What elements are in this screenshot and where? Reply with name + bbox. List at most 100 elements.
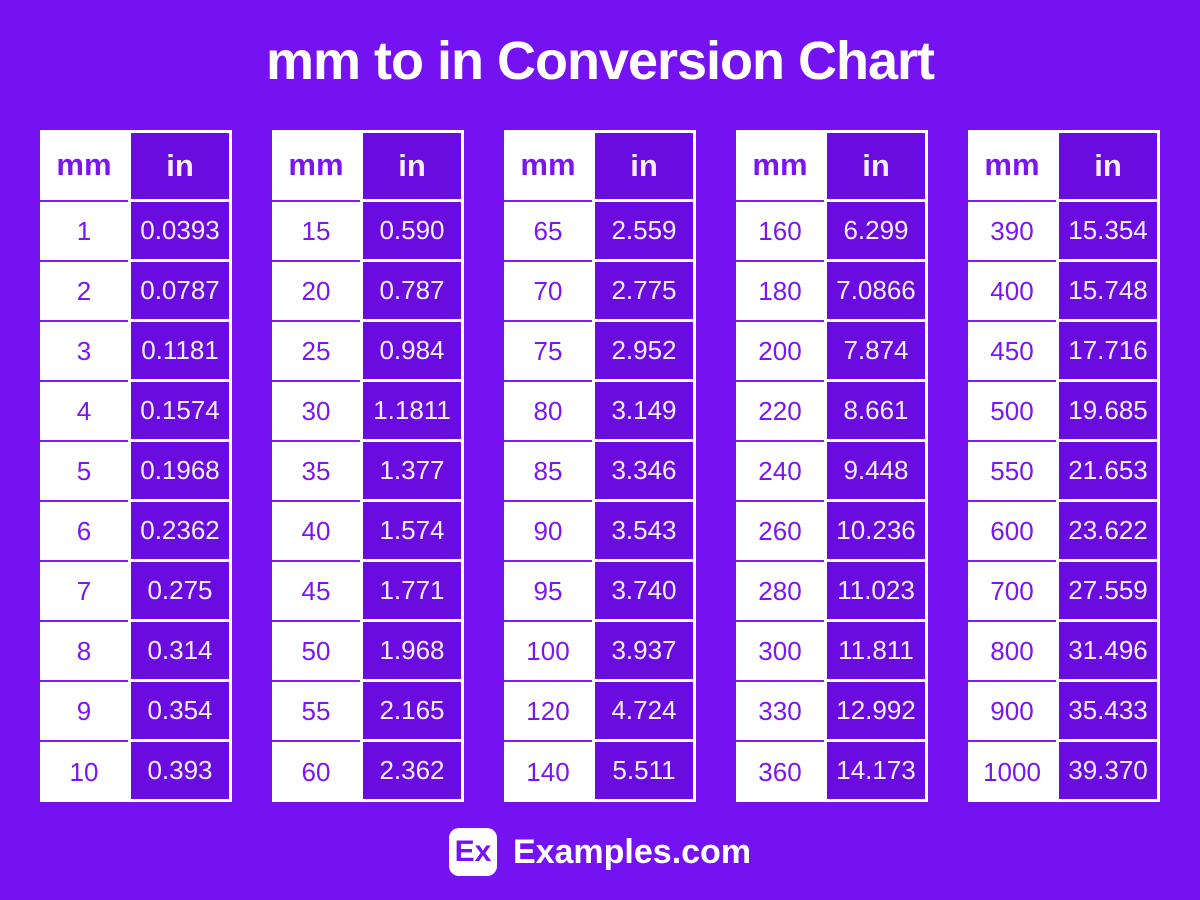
mm-value-cell: 500 bbox=[968, 382, 1056, 442]
in-value-cell: 5.511 bbox=[592, 742, 696, 802]
mm-value-cell: 45 bbox=[272, 562, 360, 622]
in-value-cell: 3.149 bbox=[592, 382, 696, 442]
mm-value-cell: 260 bbox=[736, 502, 824, 562]
column-header-mm: mm bbox=[504, 130, 592, 202]
mm-value-cell: 40 bbox=[272, 502, 360, 562]
column-header-mm: mm bbox=[272, 130, 360, 202]
in-value-cell: 0.1181 bbox=[128, 322, 232, 382]
site-name: Examples.com bbox=[512, 832, 752, 871]
in-value-cell: 0.1574 bbox=[128, 382, 232, 442]
in-value-cell: 15.354 bbox=[1056, 202, 1160, 262]
mm-value-cell: 800 bbox=[968, 622, 1056, 682]
mm-value-cell: 25 bbox=[272, 322, 360, 382]
page-title: mm to in Conversion Chart bbox=[265, 31, 935, 91]
in-value-cell: 1.1811 bbox=[360, 382, 464, 442]
mm-value-cell: 7 bbox=[40, 562, 128, 622]
in-value-cell: 35.433 bbox=[1056, 682, 1160, 742]
mm-value-cell: 1000 bbox=[968, 742, 1056, 802]
in-value-cell: 39.370 bbox=[1056, 742, 1160, 802]
in-value-cell: 11.023 bbox=[824, 562, 928, 622]
mm-value-cell: 95 bbox=[504, 562, 592, 622]
in-value-cell: 27.559 bbox=[1056, 562, 1160, 622]
in-value-cell: 31.496 bbox=[1056, 622, 1160, 682]
in-value-cell: 2.165 bbox=[360, 682, 464, 742]
in-value-cell: 10.236 bbox=[824, 502, 928, 562]
in-value-cell: 0.1968 bbox=[128, 442, 232, 502]
mm-value-cell: 120 bbox=[504, 682, 592, 742]
in-value-cell: 9.448 bbox=[824, 442, 928, 502]
mm-value-cell: 220 bbox=[736, 382, 824, 442]
mm-value-cell: 90 bbox=[504, 502, 592, 562]
mm-value-cell: 100 bbox=[504, 622, 592, 682]
mm-value-cell: 700 bbox=[968, 562, 1056, 622]
in-value-cell: 2.362 bbox=[360, 742, 464, 802]
column-header-in: in bbox=[360, 130, 464, 202]
in-value-cell: 1.574 bbox=[360, 502, 464, 562]
column-header-in: in bbox=[824, 130, 928, 202]
in-value-cell: 0.787 bbox=[360, 262, 464, 322]
conversion-table-3: mm in 65 2.559 70 2.775 75 2.952 80 3.149 85 3.346 9… bbox=[504, 130, 696, 802]
mm-value-cell: 75 bbox=[504, 322, 592, 382]
column-header-in: in bbox=[1056, 130, 1160, 202]
site-logo: Ex bbox=[448, 828, 497, 876]
mm-value-cell: 70 bbox=[504, 262, 592, 322]
in-value-cell: 15.748 bbox=[1056, 262, 1160, 322]
mm-value-cell: 9 bbox=[40, 682, 128, 742]
conversion-table-5: mm in 390 15.354 400 15.748 450 17.716 500 19.685… bbox=[968, 130, 1160, 802]
in-value-cell: 17.716 bbox=[1056, 322, 1160, 382]
mm-value-cell: 50 bbox=[272, 622, 360, 682]
in-value-cell: 0.354 bbox=[128, 682, 232, 742]
mm-value-cell: 65 bbox=[504, 202, 592, 262]
mm-value-cell: 140 bbox=[504, 742, 592, 802]
mm-value-cell: 1 bbox=[40, 202, 128, 262]
mm-value-cell: 280 bbox=[736, 562, 824, 622]
mm-value-cell: 55 bbox=[272, 682, 360, 742]
in-value-cell: 3.543 bbox=[592, 502, 696, 562]
mm-value-cell: 300 bbox=[736, 622, 824, 682]
mm-value-cell: 600 bbox=[968, 502, 1056, 562]
in-value-cell: 23.622 bbox=[1056, 502, 1160, 562]
mm-value-cell: 900 bbox=[968, 682, 1056, 742]
in-value-cell: 0.275 bbox=[128, 562, 232, 622]
in-value-cell: 1.771 bbox=[360, 562, 464, 622]
mm-value-cell: 4 bbox=[40, 382, 128, 442]
in-value-cell: 2.559 bbox=[592, 202, 696, 262]
in-value-cell: 21.653 bbox=[1056, 442, 1160, 502]
mm-value-cell: 360 bbox=[736, 742, 824, 802]
in-value-cell: 7.874 bbox=[824, 322, 928, 382]
in-value-cell: 4.724 bbox=[592, 682, 696, 742]
in-value-cell: 0.393 bbox=[128, 742, 232, 802]
column-header-mm: mm bbox=[736, 130, 824, 202]
mm-value-cell: 550 bbox=[968, 442, 1056, 502]
in-value-cell: 0.2362 bbox=[128, 502, 232, 562]
footer: Ex Examples.com bbox=[0, 828, 1200, 876]
mm-value-cell: 160 bbox=[736, 202, 824, 262]
in-value-cell: 0.590 bbox=[360, 202, 464, 262]
in-value-cell: 11.811 bbox=[824, 622, 928, 682]
in-value-cell: 0.0787 bbox=[128, 262, 232, 322]
column-header-in: in bbox=[128, 130, 232, 202]
mm-value-cell: 80 bbox=[504, 382, 592, 442]
in-value-cell: 0.314 bbox=[128, 622, 232, 682]
in-value-cell: 0.0393 bbox=[128, 202, 232, 262]
in-value-cell: 3.346 bbox=[592, 442, 696, 502]
mm-value-cell: 400 bbox=[968, 262, 1056, 322]
in-value-cell: 7.0866 bbox=[824, 262, 928, 322]
mm-value-cell: 60 bbox=[272, 742, 360, 802]
in-value-cell: 0.984 bbox=[360, 322, 464, 382]
in-value-cell: 2.952 bbox=[592, 322, 696, 382]
mm-value-cell: 200 bbox=[736, 322, 824, 382]
mm-value-cell: 240 bbox=[736, 442, 824, 502]
mm-value-cell: 2 bbox=[40, 262, 128, 322]
in-value-cell: 14.173 bbox=[824, 742, 928, 802]
conversion-table-2: mm in 15 0.590 20 0.787 25 0.984 30 1.1811 35 1.377… bbox=[272, 130, 464, 802]
mm-value-cell: 30 bbox=[272, 382, 360, 442]
tables-container: mm in 1 0.0393 2 0.0787 3 0.1181 4 0.1574 5 0.1968 6… bbox=[0, 130, 1200, 802]
mm-value-cell: 450 bbox=[968, 322, 1056, 382]
column-header-mm: mm bbox=[40, 130, 128, 202]
in-value-cell: 3.937 bbox=[592, 622, 696, 682]
conversion-table-4: mm in 160 6.299 180 7.0866 200 7.874 220 8.661 240… bbox=[736, 130, 928, 802]
in-value-cell: 8.661 bbox=[824, 382, 928, 442]
in-value-cell: 6.299 bbox=[824, 202, 928, 262]
mm-value-cell: 85 bbox=[504, 442, 592, 502]
